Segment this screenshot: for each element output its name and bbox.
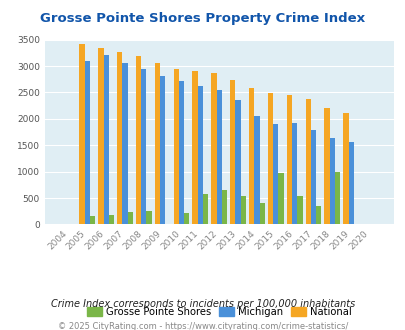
Bar — [109, 215, 114, 224]
Bar — [334, 172, 339, 224]
Bar — [117, 52, 122, 224]
Bar — [347, 142, 353, 224]
Bar — [221, 190, 226, 224]
Bar — [273, 124, 278, 224]
Text: © 2025 CityRating.com - https://www.cityrating.com/crime-statistics/: © 2025 CityRating.com - https://www.city… — [58, 322, 347, 330]
Bar — [154, 63, 160, 224]
Bar — [90, 216, 95, 224]
Bar — [79, 44, 85, 224]
Bar — [211, 73, 216, 224]
Text: Grosse Pointe Shores Property Crime Index: Grosse Pointe Shores Property Crime Inde… — [40, 12, 364, 24]
Bar — [342, 113, 347, 224]
Bar — [286, 94, 291, 224]
Bar — [146, 211, 151, 224]
Bar — [98, 48, 103, 224]
Bar — [254, 116, 259, 224]
Bar — [103, 55, 109, 224]
Bar — [240, 196, 245, 224]
Bar — [192, 71, 197, 224]
Bar — [278, 173, 283, 224]
Bar — [230, 80, 235, 224]
Legend: Grosse Pointe Shores, Michigan, National: Grosse Pointe Shores, Michigan, National — [83, 303, 355, 321]
Bar — [197, 86, 202, 224]
Bar — [248, 88, 254, 224]
Bar — [329, 138, 334, 224]
Bar — [305, 99, 310, 224]
Bar — [296, 196, 302, 224]
Bar — [141, 69, 146, 224]
Bar — [160, 76, 165, 224]
Bar — [127, 212, 132, 224]
Bar — [122, 63, 127, 224]
Bar — [235, 100, 240, 224]
Bar — [324, 108, 329, 224]
Bar — [310, 130, 315, 224]
Bar — [85, 61, 90, 224]
Bar — [315, 207, 321, 224]
Bar — [136, 56, 141, 224]
Bar — [259, 203, 264, 224]
Bar — [179, 81, 184, 224]
Bar — [202, 194, 208, 224]
Bar — [184, 213, 189, 224]
Bar — [267, 93, 273, 224]
Bar — [173, 69, 179, 224]
Text: Crime Index corresponds to incidents per 100,000 inhabitants: Crime Index corresponds to incidents per… — [51, 299, 354, 309]
Bar — [291, 123, 296, 224]
Bar — [216, 90, 221, 224]
